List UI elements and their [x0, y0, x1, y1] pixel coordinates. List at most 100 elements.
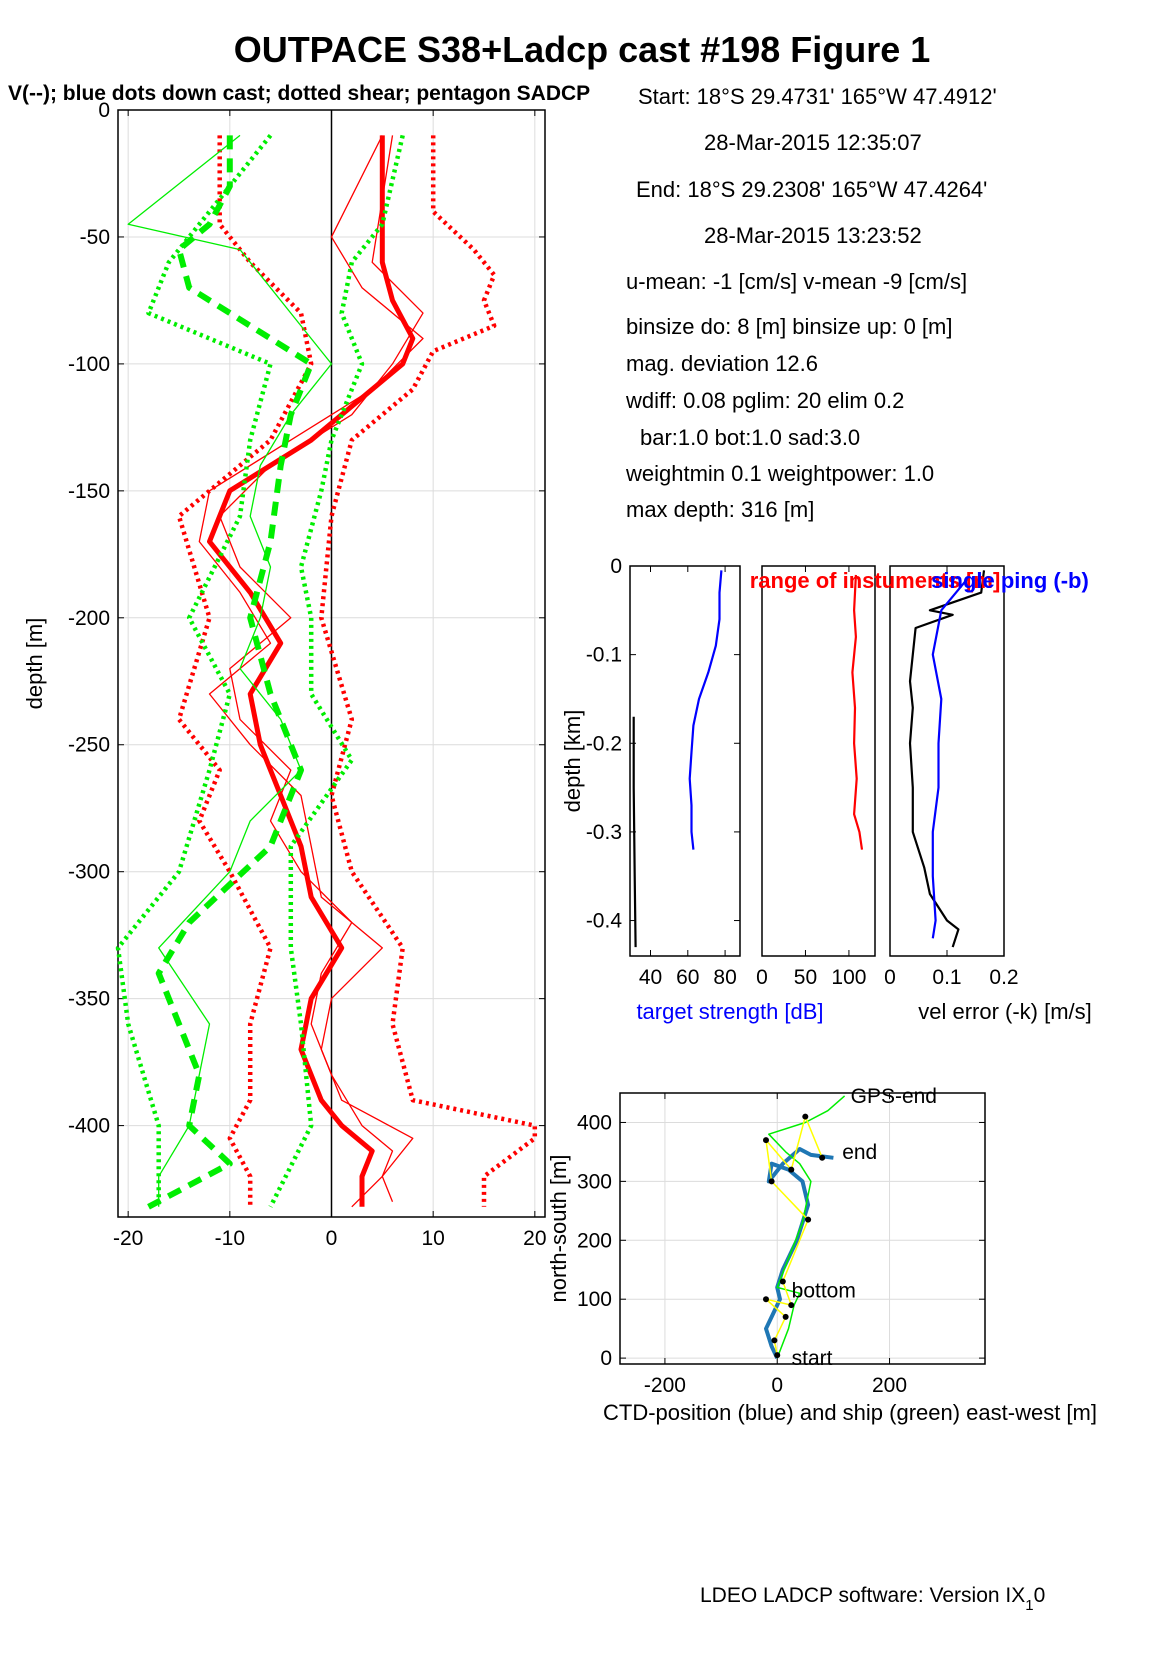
velocity_profile-xtick-label: 0: [326, 1227, 338, 1250]
range-series-0: [851, 574, 864, 850]
velocity_profile-xtick-label: 10: [421, 1227, 444, 1250]
footer-main: LDEO LADCP software: Version IX: [700, 1584, 1025, 1607]
info-end: End: 18°S 29.2308' 165°W 47.4264': [636, 177, 987, 202]
ship_track-xtick-label: 0: [771, 1374, 783, 1397]
info-binsize: binsize do: 8 [m] binsize up: 0 [m]: [626, 314, 953, 339]
data-layer: [115, 133, 986, 1359]
target_strength-axes-box: [629, 565, 741, 957]
velocity_profile-series-6: [127, 134, 333, 1207]
target_strength-xtick-label: 80: [713, 966, 736, 989]
target_strength-xtick-label: 60: [676, 966, 699, 989]
info-start: Start: 18°S 29.4731' 165°W 47.4912': [638, 84, 997, 109]
info-wdiff: wdiff: 0.08 pglim: 20 elim 0.2: [625, 388, 904, 413]
ship_track-xlabel: CTD-position (blue) and ship (green) eas…: [603, 1400, 1097, 1425]
ship-track-marker: [763, 1137, 769, 1144]
velocity_profile-ytick-label: -400: [68, 1115, 110, 1138]
vel_error-series-1: [931, 578, 968, 939]
ship_track-series-ensemble: [765, 1115, 823, 1356]
ship_track-ytick-label: 100: [577, 1288, 612, 1311]
footer-text: LDEO LADCP software: Version IX10: [700, 1584, 1045, 1614]
range-xtick-label: 50: [794, 966, 817, 989]
ship-track-marker: [802, 1113, 809, 1120]
ship-track-marker: [774, 1352, 781, 1359]
velocity_profile-ylabel: depth [m]: [22, 618, 47, 710]
vel_error-title: single ping (-b): [931, 568, 1089, 593]
target_strength-ytick-label: -0.4: [586, 910, 623, 933]
velocity_profile-series-0: [207, 135, 416, 1207]
cast-info-block: Start: 18°S 29.4731' 165°W 47.4912' 28-M…: [625, 84, 997, 522]
ship-track-marker: [805, 1216, 812, 1223]
ship-track-marker: [768, 1178, 775, 1185]
info-maxdepth: max depth: 316 [m]: [626, 497, 814, 522]
velocity_profile-xtick-label: 20: [523, 1227, 546, 1250]
velocity_profile-ytick-label: -150: [68, 480, 110, 503]
velocity_profile-series-7: [115, 133, 273, 1207]
velocity_profile-ytick-label: -300: [68, 861, 110, 884]
velocity_profile-ytick-label: -350: [68, 988, 110, 1011]
ship-track-marker: [763, 1296, 769, 1303]
velocity_profile-series-2: [198, 135, 424, 1203]
vel_error-xtick-label: 0: [884, 966, 896, 989]
target_strength-ytick-label: -0.2: [586, 732, 622, 755]
target_strength-ylabel: depth [km]: [560, 710, 585, 813]
velocity_profile-series-5: [147, 135, 315, 1210]
velocity_profile-ytick-label: -100: [68, 353, 110, 376]
ship_track-xtick-label: 200: [872, 1374, 907, 1397]
info-end-time: 28-Mar-2015 13:23:52: [704, 223, 922, 248]
target_strength-ytick-label: -0.3: [586, 821, 622, 844]
ship-track-label: end: [842, 1141, 877, 1164]
figure-title: OUTPACE S38+Ladcp cast #198 Figure 1: [234, 29, 931, 70]
range-xtick-label: 0: [756, 966, 768, 989]
ship_track-ytick-label: 200: [577, 1229, 612, 1252]
ship_track-axes-box: [619, 1092, 986, 1365]
velocity_profile-ytick-label: -250: [68, 734, 110, 757]
velocity_profile-xtick-label: -10: [215, 1227, 245, 1250]
velocity_profile-series-3: [176, 135, 314, 1207]
ship-track-marker: [779, 1278, 786, 1285]
ship-track-label: GPS-end: [851, 1085, 937, 1108]
info-magdev: mag. deviation 12.6: [626, 351, 818, 376]
vel_error-axes-box: [889, 565, 1005, 957]
ship-track-marker: [788, 1166, 795, 1173]
velocity_profile-series-8: [268, 134, 405, 1208]
target_strength-series-0: [688, 570, 723, 850]
info-start-time: 28-Mar-2015 12:35:07: [704, 130, 922, 155]
range-xtick-label: 100: [831, 966, 866, 989]
ship-track-label: bottom: [792, 1279, 856, 1302]
target_strength-ytick-label: 0: [610, 555, 622, 578]
info-bar: bar:1.0 bot:1.0 sad:3.0: [640, 425, 860, 450]
vel_error-xlabel: vel error (-k) [m/s]: [918, 999, 1092, 1024]
ship_track-series-ship: [768, 1095, 846, 1359]
velocity_profile-ytick-label: -200: [68, 607, 110, 630]
ship-track-marker: [771, 1337, 778, 1344]
ship-track-marker: [782, 1313, 789, 1320]
target_strength-xtick-label: 40: [639, 966, 662, 989]
target_strength-series-1: [632, 716, 637, 948]
vel_error-xtick-label: 0.1: [932, 966, 961, 989]
target_strength-ytick-label: -0.1: [586, 644, 622, 667]
ship_track-ylabel: north-south [m]: [546, 1155, 571, 1303]
info-weight: weightmin 0.1 weightpower: 1.0: [625, 461, 934, 486]
range-axes-box: [761, 565, 876, 957]
vel_error-series-0: [908, 570, 986, 948]
ship_track-xtick-label: -200: [644, 1374, 686, 1397]
vel_error-xtick-label: 0.2: [989, 966, 1018, 989]
ship-track-marker: [819, 1154, 826, 1161]
ship-track-label: start: [792, 1347, 833, 1370]
velocity_profile-ytick-label: 0: [98, 99, 110, 122]
footer-sub: 1: [1025, 1597, 1033, 1614]
target_strength-xlabel: target strength [dB]: [636, 999, 823, 1024]
info-mean: u-mean: -1 [cm/s] v-mean -9 [cm/s]: [626, 269, 967, 294]
ship_track-ytick-label: 300: [577, 1170, 612, 1193]
figure-subtitle: V(--); blue dots down cast; dotted shear…: [8, 82, 590, 105]
labels-layer: -20 -10 0 10 200-50-100-150-200-250-300-350-…: [22, 99, 1097, 1425]
footer-tail: 0: [1034, 1584, 1046, 1607]
ship-track-marker: [788, 1302, 795, 1309]
velocity_profile-xtick-label: -20: [113, 1227, 143, 1250]
target_strength-title: range of instuments [m]: [750, 568, 1001, 593]
velocity_profile-ytick-label: -50: [80, 226, 110, 249]
velocity_profile-series-4: [319, 135, 538, 1207]
ship_track-series-ctd: [764, 1147, 834, 1359]
ship_track-ytick-label: 400: [577, 1111, 612, 1134]
